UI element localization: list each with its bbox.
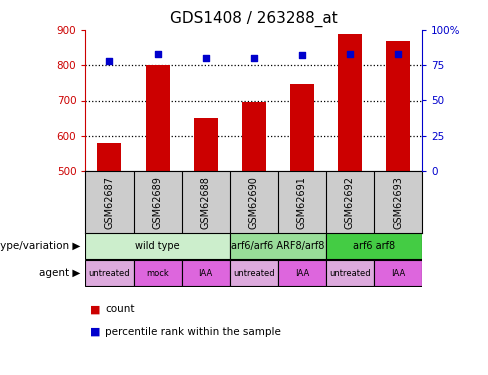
Text: GSM62693: GSM62693 [393, 176, 403, 229]
Point [250, 55, 258, 61]
Bar [290, 84, 314, 171]
Text: mock: mock [146, 269, 169, 278]
Bar [326, 260, 374, 286]
Bar [182, 260, 230, 286]
Text: arf6/arf6 ARF8/arf8: arf6/arf6 ARF8/arf8 [231, 242, 325, 251]
Point [298, 53, 306, 58]
Point [105, 58, 113, 64]
Bar [326, 233, 422, 260]
Bar [85, 233, 230, 260]
Bar [134, 260, 182, 286]
Point [154, 51, 162, 57]
Text: GSM62689: GSM62689 [153, 176, 163, 229]
Text: GSM62688: GSM62688 [201, 176, 211, 229]
Text: untreated: untreated [329, 269, 371, 278]
Text: percentile rank within the sample: percentile rank within the sample [105, 327, 281, 337]
Bar [194, 118, 218, 171]
Text: agent ▶: agent ▶ [39, 268, 81, 278]
Text: wild type: wild type [135, 242, 180, 251]
Text: count: count [105, 304, 134, 314]
Text: GSM62690: GSM62690 [249, 176, 259, 229]
Text: genotype/variation ▶: genotype/variation ▶ [0, 242, 81, 251]
Text: untreated: untreated [89, 269, 130, 278]
Point [394, 51, 402, 57]
Text: GSM62687: GSM62687 [104, 176, 115, 229]
Text: untreated: untreated [233, 269, 275, 278]
Bar [230, 233, 326, 260]
Text: IAA: IAA [295, 269, 309, 278]
Text: GSM62692: GSM62692 [345, 176, 355, 229]
Bar [242, 102, 266, 171]
Bar [85, 260, 134, 286]
Text: arf6 arf8: arf6 arf8 [353, 242, 395, 251]
Bar [374, 260, 422, 286]
Text: IAA: IAA [391, 269, 405, 278]
Text: ■: ■ [90, 327, 101, 337]
Bar [338, 33, 362, 171]
Point [202, 55, 209, 61]
Bar [386, 40, 410, 171]
Text: IAA: IAA [199, 269, 213, 278]
Title: GDS1408 / 263288_at: GDS1408 / 263288_at [170, 11, 338, 27]
Bar [278, 260, 326, 286]
Bar [98, 143, 122, 171]
Point [346, 51, 354, 57]
Bar [230, 260, 278, 286]
Text: ■: ■ [90, 304, 101, 314]
Bar [145, 65, 170, 171]
Text: GSM62691: GSM62691 [297, 176, 307, 229]
